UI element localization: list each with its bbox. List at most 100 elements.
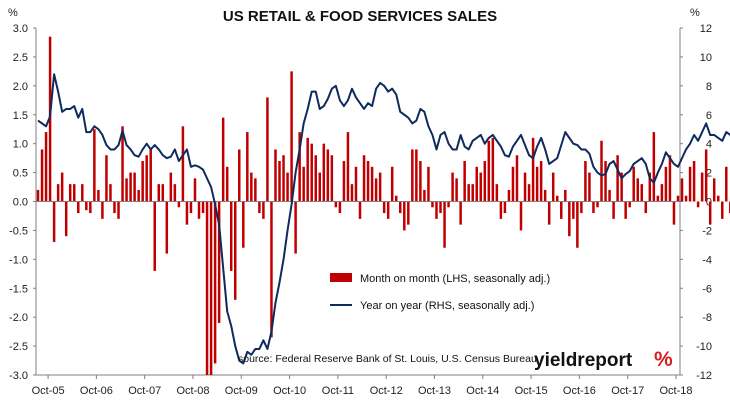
mom-bar (117, 201, 120, 219)
mom-bar (338, 201, 342, 214)
mom-bar (314, 155, 317, 202)
mom-bar (543, 189, 547, 202)
mom-bar (572, 201, 575, 219)
legend-swatch-bar (330, 273, 352, 282)
mom-bar (628, 201, 631, 208)
mom-bar (616, 155, 619, 202)
mom-bar (708, 201, 712, 225)
mom-bar (233, 201, 237, 300)
right-tick-label: 8 (706, 81, 712, 93)
left-tick-label: -1.5 (9, 283, 28, 295)
mom-bar (60, 172, 64, 202)
mom-bar (612, 201, 615, 219)
mom-bar (604, 161, 607, 202)
mom-bar (121, 126, 124, 202)
mom-bar (503, 201, 507, 214)
x-tick-label: Oct-16 (563, 385, 596, 397)
mom-bar (523, 172, 527, 202)
mom-bar (648, 172, 652, 202)
mom-bar (419, 161, 422, 202)
mom-bar (696, 201, 700, 208)
mom-bar (185, 201, 189, 225)
legend-label-bar: Month on month (LHS, seasonally adj.) (360, 273, 550, 285)
mom-bar (161, 184, 165, 202)
mom-bar (221, 117, 225, 202)
mom-bar (588, 172, 591, 202)
x-axis-ticks: Oct-05 Oct-06 Oct-07 Oct-08 Oct-09 Oct-10 Oct-… (32, 375, 693, 397)
mom-bar (342, 161, 346, 202)
mom-bar (475, 166, 478, 202)
mom-bar (374, 178, 378, 202)
left-tick-label: 1.0 (13, 139, 28, 151)
mom-bar (282, 155, 285, 202)
mom-bar (700, 172, 704, 202)
mom-bar (362, 155, 366, 202)
mom-bar (40, 149, 44, 202)
mom-bar (725, 166, 728, 202)
mom-bar (294, 201, 297, 254)
mom-bar (189, 201, 193, 214)
mom-bar (105, 155, 108, 202)
right-tick-label: 10 (700, 52, 712, 64)
mom-bar (479, 172, 483, 202)
mom-bar (676, 195, 680, 202)
mom-bar (326, 149, 330, 202)
logo-percent-icon: % (654, 348, 673, 371)
left-axis-ticks: 3.0 2.5 2.0 1.5 1.0 0.5 0.0 -0.5 -1.0 -1.5 -2.0 -2.… (9, 23, 36, 382)
right-axis-ticks: 12 10 8 6 4 2 0 -2 -4 -6 -8 -10 -12 (680, 23, 712, 382)
mom-bar (407, 201, 410, 225)
mom-bar (165, 201, 169, 254)
mom-bar (197, 201, 201, 219)
right-tick-label: -4 (702, 254, 712, 266)
right-tick-label: -6 (702, 283, 712, 295)
mom-bar (254, 178, 257, 202)
mom-bar (600, 140, 603, 202)
mom-bar (149, 149, 152, 202)
legend-label-line: Year on year (RHS, seasonally adj.) (360, 300, 534, 312)
mom-bar (81, 184, 84, 202)
mom-bar (547, 201, 551, 225)
mom-bar (511, 166, 515, 202)
mom-bar (427, 166, 430, 202)
mom-bar (350, 184, 354, 202)
mom-bar (455, 178, 458, 202)
logo-text: yieldreport (534, 350, 633, 371)
mom-bar (310, 143, 313, 202)
legend: Month on month (LHS, seasonally adj.) Ye… (330, 273, 550, 312)
mom-bar (209, 201, 213, 375)
x-tick-label: Oct-08 (176, 385, 209, 397)
mom-bar (560, 201, 563, 219)
mom-bar (439, 201, 442, 214)
mom-bar (608, 189, 611, 202)
mom-bar (298, 132, 301, 202)
mom-bar (664, 166, 668, 202)
mom-bar (584, 161, 587, 202)
mom-bar (688, 166, 692, 202)
mom-bar (242, 201, 245, 248)
mom-bar (113, 201, 116, 214)
mom-bar (580, 201, 583, 214)
mom-bar (712, 178, 716, 202)
mom-bar (652, 132, 656, 202)
left-tick-label: -3.0 (9, 370, 28, 382)
mom-bar (684, 195, 688, 202)
mom-bar (93, 129, 96, 202)
mom-bar (125, 178, 128, 202)
mom-bar (157, 184, 161, 202)
mom-bar (483, 161, 487, 202)
mom-bar (415, 149, 418, 202)
left-tick-label: 0.5 (13, 168, 28, 180)
right-tick-label: -2 (702, 225, 712, 237)
mom-bar (471, 184, 474, 202)
mom-bar (431, 201, 434, 208)
left-tick-label: -2.5 (9, 341, 28, 353)
mom-bar (411, 149, 414, 202)
source-note: source: Federal Reserve Bank of St. Loui… (238, 353, 537, 365)
right-tick-label: 2 (706, 168, 712, 180)
x-tick-label: Oct-15 (515, 385, 548, 397)
x-tick-label: Oct-17 (611, 385, 644, 397)
mom-bar (382, 201, 386, 214)
right-axis-unit: % (690, 7, 700, 19)
mom-bar (97, 189, 100, 202)
mom-bar (109, 184, 112, 202)
